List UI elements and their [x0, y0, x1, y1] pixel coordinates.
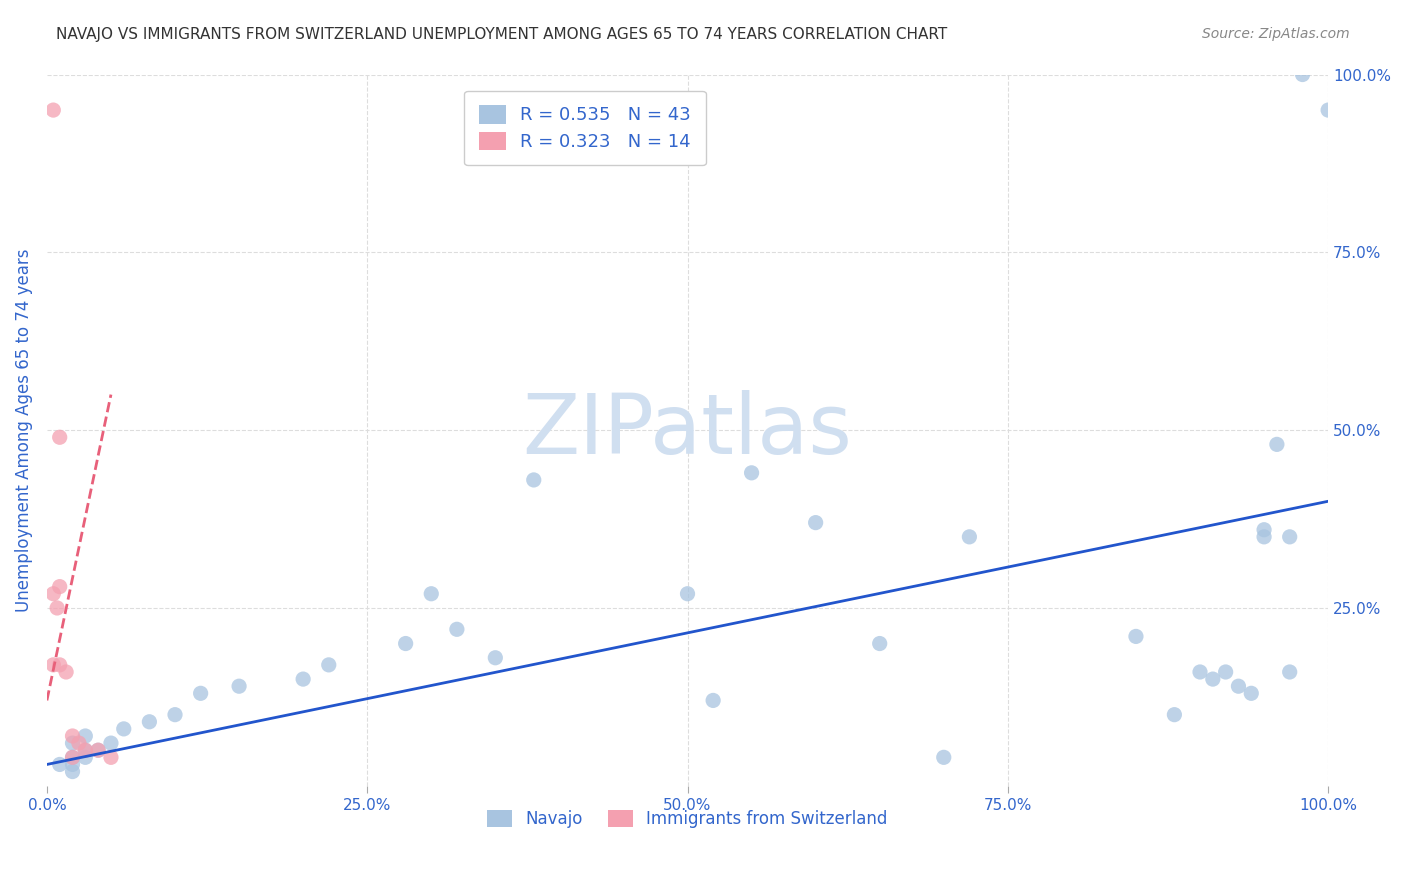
- Point: [67, 736, 90, 750]
- Point: [292, 672, 315, 686]
- Point: [702, 693, 724, 707]
- Point: [62, 764, 84, 779]
- Point: [190, 686, 212, 700]
- Point: [1125, 629, 1147, 643]
- Point: [46, 601, 69, 615]
- Text: ZIPatlas: ZIPatlas: [523, 390, 852, 471]
- Point: [138, 714, 160, 729]
- Point: [395, 636, 418, 650]
- Point: [1317, 103, 1340, 117]
- Point: [523, 473, 546, 487]
- Point: [87, 743, 110, 757]
- Point: [741, 466, 763, 480]
- Point: [55, 665, 77, 679]
- Point: [75, 750, 97, 764]
- Point: [676, 587, 699, 601]
- Point: [1240, 686, 1263, 700]
- Point: [446, 623, 468, 637]
- Point: [48, 580, 70, 594]
- Point: [1278, 530, 1301, 544]
- Point: [112, 722, 135, 736]
- Point: [75, 729, 97, 743]
- Point: [1227, 679, 1250, 693]
- Point: [42, 587, 65, 601]
- Point: [1188, 665, 1211, 679]
- Point: [869, 636, 891, 650]
- Point: [228, 679, 250, 693]
- Point: [1278, 665, 1301, 679]
- Point: [420, 587, 443, 601]
- Y-axis label: Unemployment Among Ages 65 to 74 years: Unemployment Among Ages 65 to 74 years: [15, 248, 32, 612]
- Point: [100, 736, 122, 750]
- Point: [1291, 68, 1313, 82]
- Point: [932, 750, 955, 764]
- Text: Source: ZipAtlas.com: Source: ZipAtlas.com: [1202, 27, 1350, 41]
- Point: [1253, 530, 1275, 544]
- Point: [62, 736, 84, 750]
- Point: [75, 743, 97, 757]
- Point: [484, 650, 506, 665]
- Point: [1215, 665, 1237, 679]
- Point: [42, 103, 65, 117]
- Point: [62, 757, 84, 772]
- Point: [318, 657, 340, 672]
- Point: [1265, 437, 1288, 451]
- Point: [75, 743, 97, 757]
- Point: [957, 530, 980, 544]
- Point: [87, 743, 110, 757]
- Point: [1253, 523, 1275, 537]
- Legend: Navajo, Immigrants from Switzerland: Navajo, Immigrants from Switzerland: [481, 803, 894, 834]
- Point: [48, 430, 70, 444]
- Point: [62, 750, 84, 764]
- Point: [1163, 707, 1185, 722]
- Text: NAVAJO VS IMMIGRANTS FROM SWITZERLAND UNEMPLOYMENT AMONG AGES 65 TO 74 YEARS COR: NAVAJO VS IMMIGRANTS FROM SWITZERLAND UN…: [56, 27, 948, 42]
- Point: [48, 757, 70, 772]
- Point: [62, 750, 84, 764]
- Point: [163, 707, 186, 722]
- Point: [100, 750, 122, 764]
- Point: [1202, 672, 1225, 686]
- Point: [62, 729, 84, 743]
- Point: [42, 657, 65, 672]
- Point: [48, 657, 70, 672]
- Point: [804, 516, 827, 530]
